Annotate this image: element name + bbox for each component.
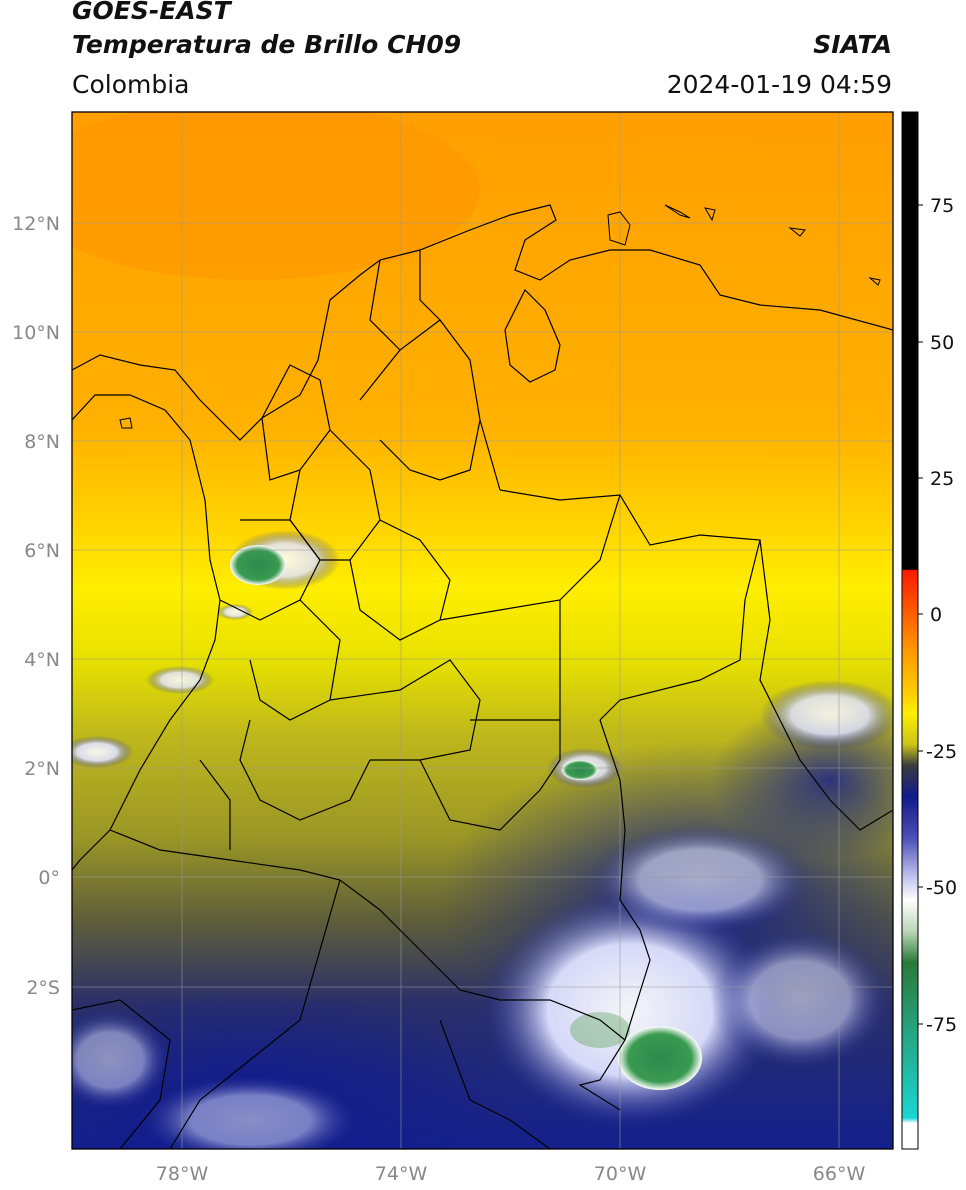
brightness-temperature-field <box>72 112 893 1149</box>
lon-tick-70w: 70°W <box>594 1163 647 1185</box>
colorbar-tick-minus50: -50 <box>926 877 957 899</box>
country-borders <box>72 204 893 1149</box>
colorbar-tick-minus25: -25 <box>926 741 957 763</box>
lat-tick-4n: 4°N <box>24 649 60 671</box>
product-title: Temperatura de Brillo CH09 <box>72 30 462 59</box>
colorbar-tick-75: 75 <box>930 195 954 217</box>
timestamp-label: 2024-01-19 04:59 <box>666 70 892 99</box>
organization-label: SIATA <box>813 30 892 59</box>
graticule <box>72 112 893 1149</box>
lat-tick-labels: 12°N 10°N 8°N 6°N 4°N 2°N 0° 2°S <box>12 213 60 999</box>
caribbean-islands <box>119 204 881 429</box>
lat-tick-8n: 8°N <box>24 431 60 453</box>
lat-tick-6n: 6°N <box>24 540 60 562</box>
lon-tick-74w: 74°W <box>375 1163 428 1185</box>
lon-tick-66w: 66°W <box>813 1163 866 1185</box>
map-frame <box>71 111 894 1150</box>
lat-tick-10n: 10°N <box>12 322 60 344</box>
lat-tick-2n: 2°N <box>24 758 60 780</box>
colorbar-tick-50: 50 <box>930 332 954 354</box>
region-label: Colombia <box>72 70 190 99</box>
colorbar-tick-0: 0 <box>930 604 942 626</box>
lat-tick-12n: 12°N <box>12 213 60 235</box>
colorbar-tick-25: 25 <box>930 468 954 490</box>
colorbar: 75 50 25 0 -25 -50 -75 <box>901 111 957 1150</box>
lon-tick-78w: 78°W <box>156 1163 209 1185</box>
lon-tick-labels: 78°W 74°W 70°W 66°W <box>156 1163 866 1185</box>
lat-tick-0: 0° <box>38 867 60 889</box>
colorbar-tick-minus75: -75 <box>926 1014 957 1036</box>
lat-tick-2s: 2°S <box>26 977 60 999</box>
colorbar-gradient <box>902 112 918 1149</box>
satellite-title: GOES-EAST <box>72 0 231 25</box>
